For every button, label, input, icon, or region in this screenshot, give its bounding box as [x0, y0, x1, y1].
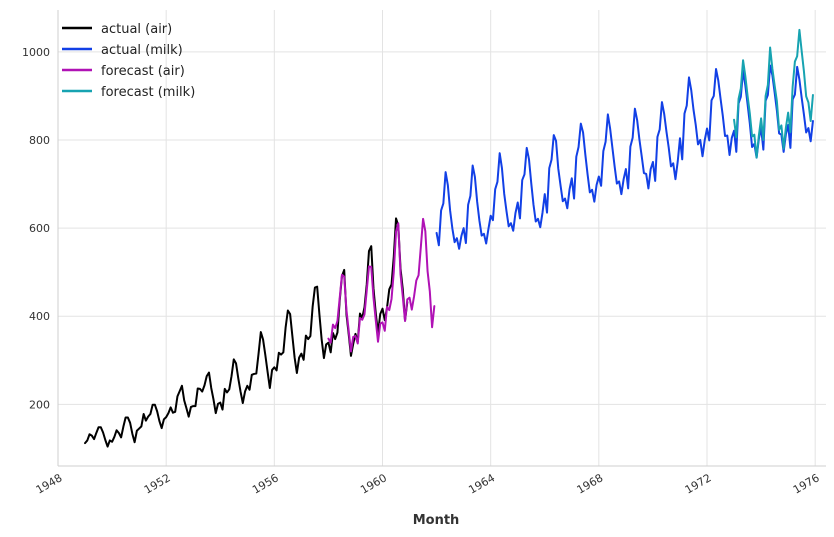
series-line-3	[733, 28, 814, 159]
x-tick-label: 1972	[683, 471, 714, 496]
legend-label: actual (air)	[101, 22, 172, 37]
legend-label: actual (milk)	[101, 43, 183, 58]
legend-label: forecast (milk)	[101, 85, 195, 100]
x-tick-label: 1948	[34, 471, 65, 496]
gridlines	[57, 10, 826, 466]
y-tick-labels: 200 400 600 800 1000	[22, 46, 50, 411]
y-tick-label: 1000	[22, 46, 50, 59]
axes	[57, 10, 826, 467]
y-tick-label: 600	[29, 222, 50, 235]
x-tick-label: 1960	[358, 471, 389, 496]
series-line-2	[327, 217, 436, 353]
x-tick-label: 1964	[466, 471, 497, 496]
x-axis-title: Month	[413, 513, 460, 528]
legend: actual (air) actual (milk) forecast (air) f…	[62, 22, 195, 100]
x-tick-labels: 1948 1952 1956 1960 1964 1968 1972 1976	[34, 471, 822, 496]
legend-label: forecast (air)	[101, 64, 185, 79]
x-tick-label: 1952	[142, 471, 173, 496]
x-tick-label: 1968	[575, 471, 606, 496]
y-tick-label: 800	[29, 134, 50, 147]
x-tick-label: 1956	[250, 471, 281, 496]
series-line-0	[84, 217, 409, 448]
y-tick-label: 400	[29, 310, 50, 323]
y-tick-label: 200	[29, 398, 50, 411]
x-tick-label: 1976	[791, 471, 822, 496]
series-lines	[84, 28, 814, 448]
